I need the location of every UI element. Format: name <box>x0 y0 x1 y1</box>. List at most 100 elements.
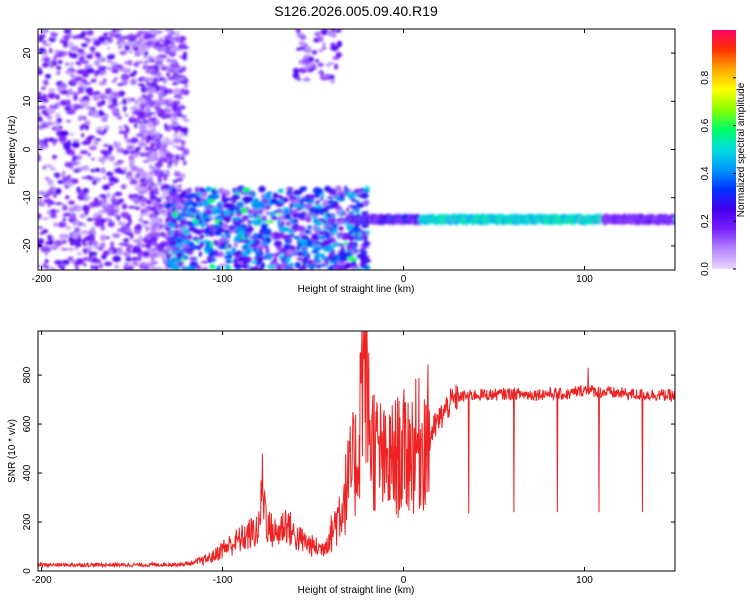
heatmap-noise-cell <box>339 254 347 262</box>
heatmap-noise-cell <box>93 72 99 76</box>
heatmap-noise-cell <box>187 221 193 225</box>
heatmap-noise-cell <box>70 52 78 59</box>
heatmap-noise-cell <box>214 230 222 236</box>
heatmap-noise-cell <box>123 251 131 258</box>
heatmap-noise-cell <box>167 29 172 34</box>
heatmap-noise-cell <box>352 260 357 266</box>
heatmap-noise-cell <box>105 171 114 176</box>
heatmap-noise-cell <box>59 39 64 43</box>
heatmap-noise-cell <box>333 205 340 210</box>
heatmap-noise-cell <box>46 107 56 114</box>
heatmap-noise-cell <box>134 206 141 210</box>
heatmap-noise-cell <box>314 201 320 205</box>
heatmap-noise-cell <box>72 139 80 143</box>
heatmap-noise-cell <box>126 262 130 268</box>
heatmap-noise-cell <box>86 136 93 141</box>
heatmap-noise-cell <box>130 137 139 144</box>
heatmap-noise-cell <box>273 231 280 238</box>
heatmap-noise-cell <box>85 87 94 94</box>
heatmap-noise-cell <box>138 217 144 223</box>
heatmap-noise-cell <box>336 218 340 222</box>
heatmap-noise-cell <box>55 202 63 205</box>
heatmap-noise-cell <box>97 130 105 135</box>
heatmap-noise-cell <box>70 78 79 84</box>
heatmap-noise-cell <box>150 142 156 149</box>
heatmap-noise-cell <box>126 144 135 152</box>
heatmap-noise-cell <box>78 69 87 73</box>
heatmap-noise-cell <box>168 124 173 132</box>
heatmap-noise-cell <box>329 250 334 254</box>
heatmap-noise-cell <box>277 219 281 227</box>
heatmap-noise-cell <box>268 211 276 217</box>
heatmap-noise-cell <box>266 264 276 269</box>
heatmap-noise-cell <box>146 82 151 86</box>
heatmap-noise-cell <box>81 43 88 48</box>
heatmap-noise-cell <box>108 219 113 225</box>
heatmap-noise-cell <box>99 194 108 199</box>
colorbar-tick-label: 0.8 <box>700 70 711 84</box>
heatmap-noise-cell <box>143 211 150 217</box>
heatmap-noise-cell <box>174 30 180 37</box>
heatmap-noise-cell <box>47 88 56 93</box>
heatmap-noise-cell <box>106 218 110 221</box>
heatmap-noise-cell <box>291 209 300 214</box>
heatmap-noise-cell <box>194 186 200 194</box>
heatmap-noise-cell <box>187 248 195 252</box>
heatmap-noise-cell <box>203 221 209 225</box>
heatmap-noise-cell <box>316 259 322 264</box>
heatmap-noise-cell <box>176 251 184 258</box>
heatmap-noise-cell <box>139 171 148 178</box>
heatmap-noise-cell <box>111 68 119 74</box>
heatmap-noise-cell <box>245 226 254 232</box>
heatmap-noise-cell <box>273 240 283 248</box>
heatmap-x-tick-label: -200 <box>32 274 52 285</box>
heatmap-noise-cell <box>53 139 59 143</box>
heatmap-noise-cell <box>83 242 87 247</box>
heatmap-noise-cell <box>327 74 335 80</box>
heatmap-noise-cell <box>318 48 323 53</box>
heatmap-noise-cell <box>106 46 111 50</box>
heatmap-noise-cell <box>223 255 233 260</box>
heatmap-noise-cell <box>99 81 107 86</box>
heatmap-noise-cell <box>98 65 102 73</box>
heatmap-noise-cell <box>53 193 57 198</box>
heatmap-noise-cell <box>351 231 356 237</box>
heatmap-noise-cell <box>112 255 122 263</box>
heatmap-noise-cell <box>95 168 101 173</box>
heatmap-noise-cell <box>244 195 254 203</box>
heatmap-noise-cell <box>114 264 120 270</box>
heatmap-noise-cell <box>38 36 43 42</box>
heatmap-noise-cell <box>117 35 125 42</box>
heatmap-noise-cell <box>201 200 210 207</box>
heatmap-noise-cell <box>323 222 331 226</box>
heatmap-noise-cell <box>179 212 189 216</box>
heatmap-noise-cell <box>164 99 170 105</box>
heatmap-noise-cell <box>158 209 162 215</box>
heatmap-noise-cell <box>82 116 87 121</box>
heatmap-noise-cell <box>117 45 123 50</box>
heatmap-noise-cell <box>153 199 159 202</box>
heatmap-noise-cell <box>87 241 93 247</box>
heatmap-noise-cell <box>141 44 145 51</box>
heatmap-noise-cell <box>104 113 109 120</box>
heatmap-noise-cell <box>133 152 139 158</box>
heatmap-noise-cell <box>188 256 197 261</box>
heatmap-noise-cell <box>264 244 269 250</box>
heatmap-noise-cell <box>213 224 219 230</box>
heatmap-noise-cell <box>163 55 167 58</box>
heatmap-noise-cell <box>42 217 50 221</box>
heatmap-noise-cell <box>288 229 293 235</box>
heatmap-noise-cell <box>247 219 252 225</box>
heatmap-noise-cell <box>186 193 192 200</box>
snr-x-tick-label: -200 <box>32 575 52 586</box>
heatmap-noise-cell <box>99 93 107 100</box>
heatmap-noise-cell <box>62 213 68 217</box>
heatmap-noise-cell <box>38 238 44 245</box>
heatmap-noise-cell <box>130 106 139 111</box>
heatmap-noise-cell <box>116 160 124 164</box>
heatmap-noise-cell <box>65 226 71 230</box>
heatmap-noise-cell <box>38 69 43 75</box>
heatmap-noise-cell <box>152 79 157 83</box>
heatmap-noise-cell <box>68 206 76 213</box>
heatmap-noise-cell <box>180 127 189 134</box>
